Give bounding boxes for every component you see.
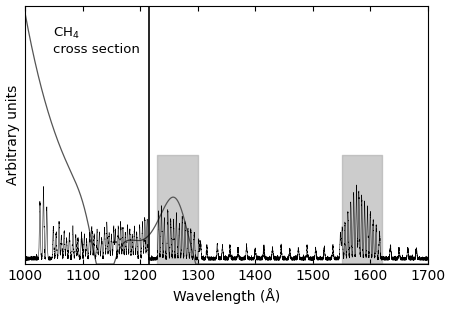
- Y-axis label: Arbitrary units: Arbitrary units: [5, 85, 19, 185]
- X-axis label: Wavelength (Å): Wavelength (Å): [173, 289, 280, 304]
- Text: CH$_4$
cross section: CH$_4$ cross section: [53, 26, 140, 56]
